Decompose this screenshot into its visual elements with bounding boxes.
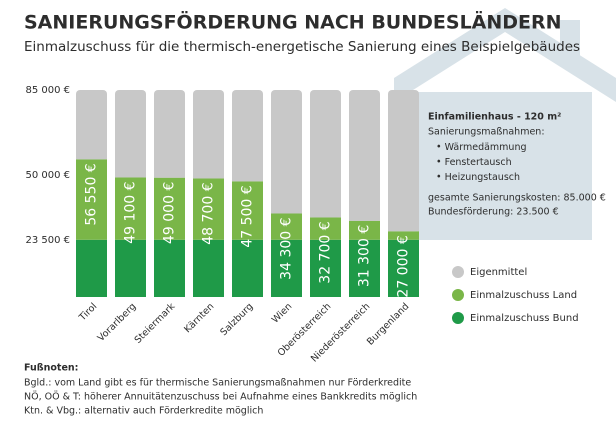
bar-value-label: 49 100 € (123, 181, 139, 243)
bar-segment (76, 159, 107, 240)
footnote: Ktn. & Vbg.: alternativ auch Förderkredi… (24, 406, 263, 417)
bar-segment (193, 178, 224, 240)
info-subheading: Sanierungsmaßnahmen: (428, 127, 545, 138)
bar-segment (271, 239, 302, 297)
bar-segment (193, 239, 224, 297)
info-item-text: Heizungstausch (445, 172, 520, 183)
bar-segment-corner-fill (349, 95, 380, 221)
bar-segment-corner-fill (193, 95, 224, 179)
bar-segment (271, 213, 302, 240)
bar-segment (349, 239, 380, 297)
bar-segment-corner-fill (310, 95, 341, 218)
bar-segment-corner-fill (76, 95, 107, 160)
bar-segment (232, 239, 263, 297)
chart-title: SANIERUNGSFÖRDERUNG NACH BUNDESLÄNDERN (24, 10, 562, 34)
info-heading: Einfamilienhaus - 120 m² (428, 112, 561, 123)
bar-segment-corner-fill (271, 95, 302, 214)
bar-segment-corner-fill (388, 95, 419, 232)
x-tick-label: Tirol (77, 301, 100, 324)
bar-segment-corner-fill (232, 95, 263, 182)
y-tick-label: 23 500 € (25, 235, 70, 246)
info-item-text: Wärmedämmung (445, 142, 527, 153)
legend-label: Eigenmittel (470, 267, 527, 278)
bar-value-label: 49 000 € (162, 182, 178, 244)
footnote: Bgld.: vom Land gibt es für thermische S… (24, 378, 411, 389)
footnote-heading: Fußnoten: (24, 363, 78, 374)
y-tick-label: 85 000 € (25, 85, 70, 96)
bar-value-label: 31 300 € (357, 225, 373, 287)
bar-segment-corner-fill (115, 95, 146, 178)
info-funding: Bundesförderung: 23.500 € (428, 207, 559, 218)
bar-value-label: 48 700 € (201, 182, 217, 244)
bar-segment (388, 231, 419, 240)
bar-segment (76, 239, 107, 297)
bar-value-label: 34 300 € (279, 217, 295, 279)
legend-label: Einmalzuschuss Land (470, 290, 577, 301)
bar-segment (154, 177, 185, 240)
info-costs: gesamte Sanierungskosten: 85.000 € (428, 193, 606, 204)
x-tick-label: Kärnten (182, 301, 216, 335)
bar-value-label: 47 500 € (240, 185, 256, 247)
footnote: NÖ, OÖ & T: höherer Annuitätenzuschuss b… (24, 392, 417, 403)
bar-segment (310, 239, 341, 297)
x-tick-label: Wien (270, 301, 295, 326)
bar-segment (154, 239, 185, 297)
house-illustration (394, 8, 616, 240)
bar-segment (388, 239, 419, 297)
bar-segment (310, 217, 341, 240)
info-item: • Heizungstausch (436, 172, 520, 183)
bar-value-label: 27 000 € (396, 235, 412, 297)
x-tick-label: Steiermark (133, 301, 178, 346)
legend-swatch (452, 312, 464, 324)
legend-swatch (452, 266, 464, 278)
info-item: • Fenstertausch (436, 157, 512, 168)
y-tick-label: 50 000 € (25, 170, 70, 181)
info-item: • Wärmedämmung (436, 142, 527, 153)
x-tick-label: Burgenland (365, 301, 411, 347)
bar-segment (115, 177, 146, 240)
bar-segment (349, 220, 380, 240)
info-item-text: Fenstertausch (445, 157, 512, 168)
bar-segment (115, 239, 146, 297)
bar-value-label: 32 700 € (318, 221, 334, 283)
legend-swatch (452, 289, 464, 301)
bar-segment-corner-fill (154, 95, 185, 178)
bar-value-label: 56 550 € (84, 163, 100, 225)
legend-label: Einmalzuschuss Bund (470, 313, 579, 324)
x-tick-label: Salzburg (218, 301, 255, 338)
chart-subtitle: Einmalzuschuss für die thermisch-energet… (24, 39, 580, 55)
bar-segment (232, 181, 263, 240)
